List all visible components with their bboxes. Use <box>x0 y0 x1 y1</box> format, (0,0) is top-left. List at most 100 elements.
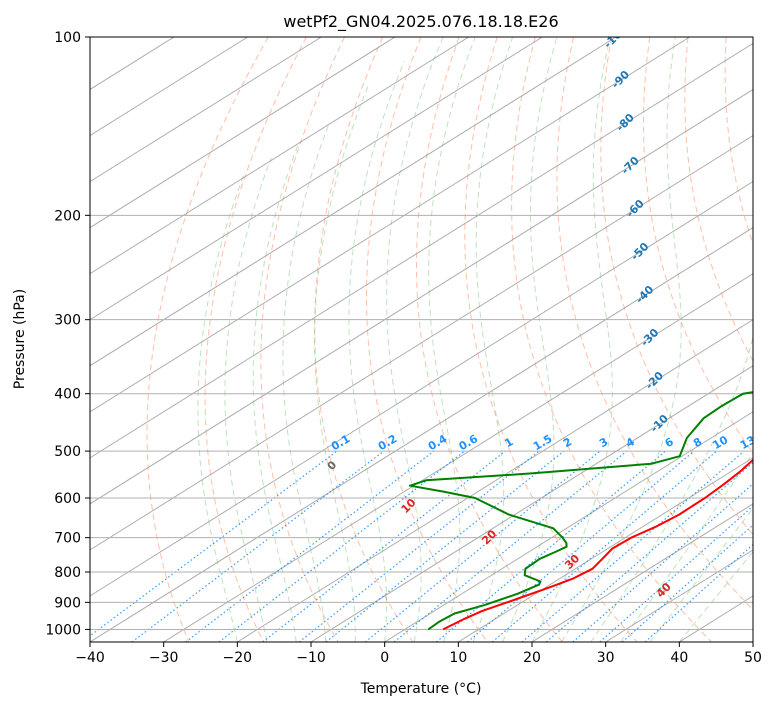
mixing-ratio-line <box>545 461 753 642</box>
mixing-ratio-line <box>298 450 540 642</box>
moist-adiabat <box>472 37 514 642</box>
isotherm <box>752 641 753 642</box>
background-lines <box>90 37 775 642</box>
mixing-ratio-line <box>262 450 506 642</box>
mixing-ratio-line <box>185 450 435 642</box>
isotherm-label: -10 <box>648 412 671 435</box>
dry-adiabat <box>556 37 753 611</box>
y-tick-label: 400 <box>54 387 81 403</box>
isotherm <box>90 37 543 321</box>
mixing-ratio-label: 2 <box>561 435 574 450</box>
y-tick-label: 500 <box>54 444 81 460</box>
isotherm-label: -50 <box>628 240 651 263</box>
dry-adiabat <box>642 37 753 454</box>
moist-adiabat <box>282 123 330 642</box>
mixing-ratio-label: 1 <box>502 435 515 450</box>
mixing-ratio-line <box>436 450 666 642</box>
dry-adiabat <box>260 37 346 642</box>
x-tick-label: −20 <box>223 650 253 666</box>
y-tick-label: 100 <box>54 30 81 46</box>
pressure-gridlines <box>90 37 753 630</box>
mixing-ratio-label: 0.1 <box>329 432 352 453</box>
dry-adiabat-label: 20 <box>479 527 499 547</box>
mixing-ratio-line <box>90 450 338 637</box>
mixing-ratio-label: 16 <box>760 433 775 452</box>
dry-adiabat <box>511 37 713 642</box>
moist-adiabat <box>619 451 753 642</box>
dry-adiabat <box>764 37 775 642</box>
dry-adiabat <box>416 37 563 642</box>
isotherm <box>90 37 396 229</box>
moist-adiabat <box>197 173 245 642</box>
dry-adiabat <box>204 37 307 642</box>
isotherm <box>90 37 248 137</box>
dry-adiabat <box>600 37 753 536</box>
x-tick-label: 50 <box>744 650 762 666</box>
y-tick-label: 800 <box>54 565 81 581</box>
mixing-ratio-line <box>467 450 695 642</box>
x-axis-label: Temperature (°C) <box>360 681 482 697</box>
y-tick-label: 200 <box>54 208 81 224</box>
profile-lines <box>409 391 753 631</box>
isotherm <box>90 180 753 597</box>
dry-adiabat-label: 40 <box>654 580 674 600</box>
mixing-ratio-label: 0.2 <box>376 432 399 453</box>
mixing-ratio-line <box>521 450 745 642</box>
dry-adiabat <box>314 37 414 642</box>
isotherm-label: -70 <box>619 154 642 177</box>
mixing-ratio-label: 8 <box>691 435 704 450</box>
isotherm-label: -90 <box>609 68 632 91</box>
isotherm <box>90 134 753 551</box>
moist-adiabat <box>649 507 753 642</box>
x-tick-label: −40 <box>75 650 105 666</box>
mixing-ratio-line <box>131 450 385 642</box>
dry-adiabat-label: 0 <box>325 458 340 473</box>
dry-adiabat-label: 10 <box>399 496 419 516</box>
x-tick-label: 20 <box>523 650 541 666</box>
y-tick-label: 300 <box>54 313 81 329</box>
dry-adiabat <box>146 37 269 642</box>
x-tick-label: −30 <box>149 650 179 666</box>
mixing-ratio-label: 13 <box>738 433 758 452</box>
dry-adiabat <box>464 37 638 642</box>
isotherm <box>458 457 753 642</box>
dry-adiabat <box>366 37 489 642</box>
isotherm <box>605 549 753 642</box>
moist-adiabat <box>252 141 300 642</box>
isotherm <box>237 319 753 642</box>
isotherm <box>531 503 753 642</box>
isotherm-label: -40 <box>633 283 656 306</box>
y-axis: 100 200 300 400 500 600 700 800 900 1000 <box>45 30 90 638</box>
isotherm-label: -60 <box>624 197 647 220</box>
isotherm <box>384 411 753 642</box>
temperature-line <box>442 458 753 631</box>
x-tick-label: −10 <box>296 650 326 666</box>
isotherm <box>90 37 322 183</box>
isotherm-label: -30 <box>638 326 661 349</box>
mixing-ratio-line <box>364 450 601 642</box>
mixing-ratio-line <box>491 450 718 642</box>
moist-adiabat <box>590 335 753 642</box>
dry-adiabat <box>684 37 753 362</box>
isotherm <box>679 595 753 642</box>
mixing-ratio-line <box>621 524 753 642</box>
mixing-ratio-line <box>599 505 753 642</box>
moist-adiabat <box>348 61 405 642</box>
isotherm <box>90 88 753 505</box>
isotherm <box>90 37 617 367</box>
moist-adiabat <box>502 37 558 642</box>
isotherm-label: -80 <box>614 111 637 134</box>
line-labels: -100-90-80-70-60-50-40-30-20-100.1 0.2 0.4… <box>325 37 775 600</box>
isotherm <box>310 365 753 642</box>
moist-adiabat <box>678 551 753 642</box>
plot-frame <box>89 36 754 643</box>
x-tick-label: 40 <box>670 650 688 666</box>
chart-title: wetPf2_GN04.2025.076.18.18.E26 <box>283 12 558 32</box>
mixing-ratio-line <box>572 483 753 642</box>
mixing-ratio-label: 6 <box>663 435 676 450</box>
y-axis-label: Pressure (hPa) <box>12 289 28 389</box>
dewpoint-line <box>409 391 753 631</box>
mixing-ratio-line <box>325 450 565 642</box>
isotherm <box>163 273 753 642</box>
